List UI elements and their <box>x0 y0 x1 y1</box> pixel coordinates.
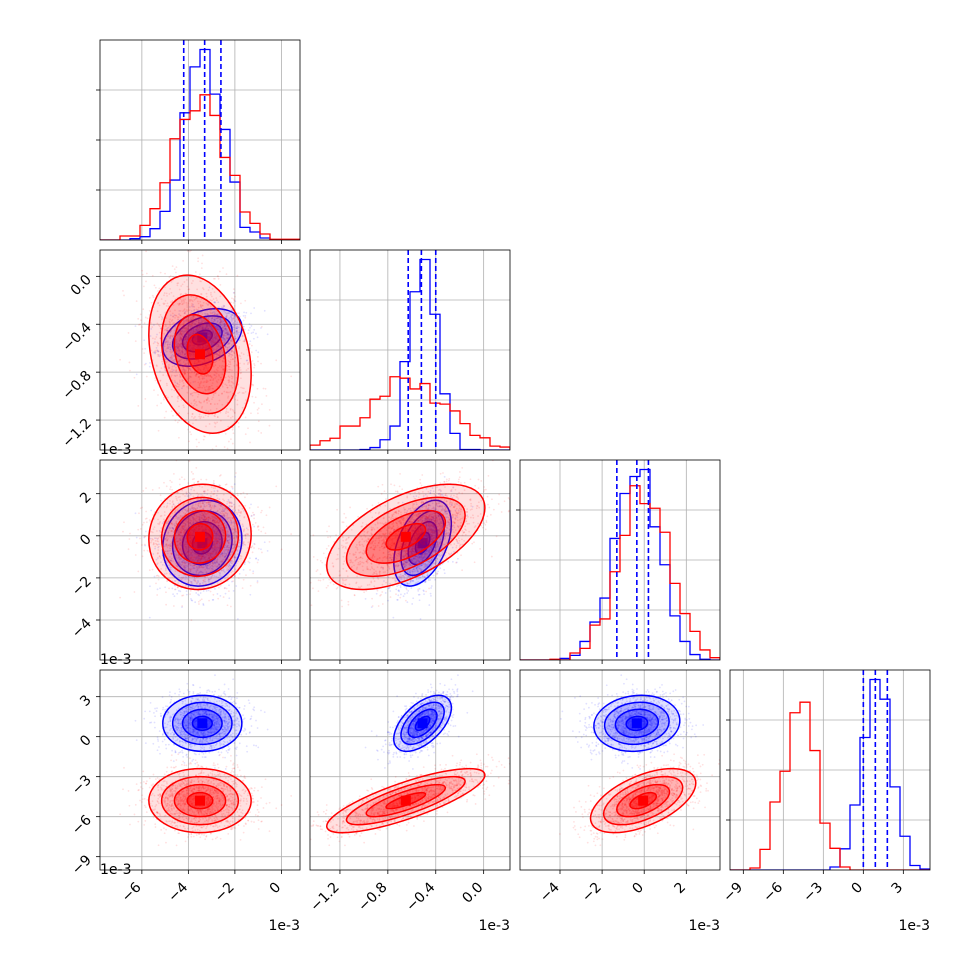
x-tick-label: −9 <box>720 880 746 906</box>
histogram-series-1 <box>100 94 300 240</box>
panel-frame <box>99 459 301 661</box>
x-tick-label: 3 <box>889 880 907 898</box>
density-peak <box>400 795 411 806</box>
y-tick-label: −0.8 <box>59 368 94 403</box>
y-tick-label: −9 <box>69 852 95 878</box>
x-tick-label: 0 <box>629 880 647 898</box>
panel-frame <box>99 669 301 871</box>
panel-frame <box>99 249 301 451</box>
panel-2-0: −4 −2 0 2 1e-3 <box>69 459 301 668</box>
x-tick-label: −6 <box>760 879 786 905</box>
y-tick-label: −2 <box>69 573 95 599</box>
x-tick-label: −3 <box>800 880 826 906</box>
y-tick-label: 0 <box>77 531 95 549</box>
y-offset-text: 1e-3 <box>100 442 131 458</box>
y-tick-label: −4 <box>69 615 95 641</box>
histogram-series-0 <box>100 48 300 240</box>
y-tick-label: −3 <box>69 772 95 798</box>
x-offset-text: 1e-3 <box>479 918 510 934</box>
x-tick-label: 0 <box>849 880 867 898</box>
density-peak <box>197 332 208 343</box>
panel-frame <box>519 669 721 871</box>
x-tick-label: −2 <box>212 880 238 906</box>
y-offset-text: 1e-3 <box>100 862 131 878</box>
histogram-series-1 <box>310 376 510 450</box>
x-tick-label: 2 <box>672 880 690 898</box>
density-peak <box>197 538 208 549</box>
y-tick-label: 0 <box>77 732 95 750</box>
density-peak <box>195 531 205 542</box>
x-offset-text: 1e-3 <box>269 918 300 934</box>
density-peak <box>417 718 428 729</box>
panel-2-1 <box>309 459 511 664</box>
x-tick-label: 0.0 <box>459 880 486 907</box>
y-tick-label: 2 <box>77 489 95 507</box>
panel-3-2: −4 −2 0 2 1e-3 <box>519 669 721 934</box>
y-tick-label: −0.4 <box>59 320 94 355</box>
y-tick-label: −1.2 <box>59 416 94 451</box>
panel-0-0 <box>96 39 301 244</box>
panel-3-3: −9 −6 −3 0 3 1e-3 <box>720 669 931 934</box>
density-peak <box>197 718 208 729</box>
density-peak <box>638 795 649 806</box>
histogram-series-1 <box>520 485 720 660</box>
histogram-series-0 <box>730 678 930 870</box>
x-tick-label: −4 <box>537 879 563 905</box>
x-tick-label: −2 <box>579 880 605 906</box>
x-tick-label: −6 <box>119 879 145 905</box>
y-offset-text: 1e-3 <box>100 652 131 668</box>
scatter-series-1 <box>119 753 293 847</box>
panel-1-1 <box>306 249 511 454</box>
x-tick-label: 0 <box>267 880 285 898</box>
x-tick-label: −4 <box>165 879 191 905</box>
histogram-series-1 <box>730 701 930 870</box>
panel-3-1: −1.2 −0.8 −0.4 0.0 1e-3 <box>307 669 511 934</box>
density-peak <box>195 349 205 360</box>
panel-frame <box>309 459 511 661</box>
x-tick-label: −0.4 <box>403 879 438 914</box>
y-tick-label: 3 <box>77 692 95 710</box>
panel-3-0: −6 −4 −2 0 1e-3 −9 −6 −3 0 3 1e-3 <box>69 669 301 934</box>
x-offset-text: 1e-3 <box>689 918 720 934</box>
density-peak <box>195 795 205 806</box>
panel-frame <box>309 669 511 871</box>
y-tick-label: −6 <box>69 812 95 838</box>
x-tick-label: −1.2 <box>307 880 342 915</box>
density-peak <box>631 718 642 729</box>
x-offset-text: 1e-3 <box>899 918 930 934</box>
y-tick-label: 0.0 <box>68 272 95 299</box>
scatter-series-0 <box>134 475 269 620</box>
panel-1-0: −1.2 −0.8 −0.4 0.0 1e-3 <box>59 249 301 458</box>
density-peak <box>417 538 428 549</box>
scatter-series-0 <box>560 674 705 770</box>
x-tick-label: −0.8 <box>355 880 390 915</box>
panel-2-2 <box>516 459 721 664</box>
scatter-series-1 <box>558 753 720 847</box>
density-peak <box>400 531 411 542</box>
